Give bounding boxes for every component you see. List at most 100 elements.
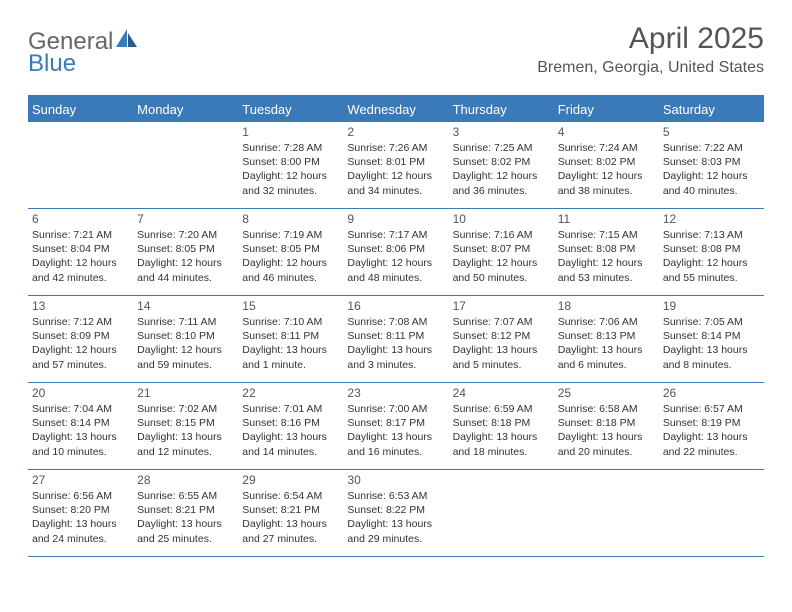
calendar-day bbox=[28, 122, 133, 208]
calendar-day bbox=[554, 470, 659, 556]
day-number: 23 bbox=[347, 386, 444, 400]
day-info-line: Sunset: 8:09 PM bbox=[32, 329, 129, 343]
day-info-line: Sunset: 8:02 PM bbox=[558, 155, 655, 169]
calendar-day: 30Sunrise: 6:53 AMSunset: 8:22 PMDayligh… bbox=[343, 470, 448, 556]
day-info-line: Daylight: 13 hours bbox=[347, 343, 444, 357]
header: General April 2025 Bremen, Georgia, Unit… bbox=[28, 22, 764, 77]
calendar-day bbox=[659, 470, 764, 556]
calendar-day: 18Sunrise: 7:06 AMSunset: 8:13 PMDayligh… bbox=[554, 296, 659, 382]
day-info-line: Daylight: 13 hours bbox=[663, 430, 760, 444]
day-info-line: and 16 minutes. bbox=[347, 445, 444, 459]
calendar: Sunday Monday Tuesday Wednesday Thursday… bbox=[28, 95, 764, 557]
day-info-line: Daylight: 12 hours bbox=[32, 256, 129, 270]
day-number: 10 bbox=[453, 212, 550, 226]
day-info-line: Daylight: 13 hours bbox=[558, 343, 655, 357]
day-info-line: and 38 minutes. bbox=[558, 184, 655, 198]
day-number: 8 bbox=[242, 212, 339, 226]
day-info-line: Daylight: 12 hours bbox=[453, 169, 550, 183]
day-info-line: Daylight: 13 hours bbox=[663, 343, 760, 357]
day-info-line: Sunrise: 7:20 AM bbox=[137, 228, 234, 242]
day-info: Sunrise: 7:11 AMSunset: 8:10 PMDaylight:… bbox=[137, 315, 234, 372]
day-number: 13 bbox=[32, 299, 129, 313]
day-info: Sunrise: 7:00 AMSunset: 8:17 PMDaylight:… bbox=[347, 402, 444, 459]
day-info-line: Sunrise: 7:25 AM bbox=[453, 141, 550, 155]
day-number: 16 bbox=[347, 299, 444, 313]
day-info-line: Sunrise: 6:54 AM bbox=[242, 489, 339, 503]
day-info-line: and 57 minutes. bbox=[32, 358, 129, 372]
day-info: Sunrise: 7:10 AMSunset: 8:11 PMDaylight:… bbox=[242, 315, 339, 372]
day-info-line: Daylight: 12 hours bbox=[663, 256, 760, 270]
day-info-line: Sunrise: 7:26 AM bbox=[347, 141, 444, 155]
day-info-line: and 53 minutes. bbox=[558, 271, 655, 285]
day-info: Sunrise: 7:08 AMSunset: 8:11 PMDaylight:… bbox=[347, 315, 444, 372]
day-info-line: Daylight: 13 hours bbox=[242, 517, 339, 531]
calendar-day: 22Sunrise: 7:01 AMSunset: 8:16 PMDayligh… bbox=[238, 383, 343, 469]
day-info-line: Daylight: 12 hours bbox=[347, 169, 444, 183]
day-info-line: Sunset: 8:22 PM bbox=[347, 503, 444, 517]
day-info-line: Sunset: 8:15 PM bbox=[137, 416, 234, 430]
day-number: 26 bbox=[663, 386, 760, 400]
day-info: Sunrise: 7:12 AMSunset: 8:09 PMDaylight:… bbox=[32, 315, 129, 372]
day-info-line: Sunset: 8:05 PM bbox=[242, 242, 339, 256]
day-info: Sunrise: 7:13 AMSunset: 8:08 PMDaylight:… bbox=[663, 228, 760, 285]
day-info-line: Sunrise: 7:08 AM bbox=[347, 315, 444, 329]
day-info-line: and 42 minutes. bbox=[32, 271, 129, 285]
day-info-line: Sunset: 8:10 PM bbox=[137, 329, 234, 343]
calendar-day: 25Sunrise: 6:58 AMSunset: 8:18 PMDayligh… bbox=[554, 383, 659, 469]
calendar-day: 27Sunrise: 6:56 AMSunset: 8:20 PMDayligh… bbox=[28, 470, 133, 556]
day-info-line: and 34 minutes. bbox=[347, 184, 444, 198]
day-info-line: and 12 minutes. bbox=[137, 445, 234, 459]
calendar-day: 24Sunrise: 6:59 AMSunset: 8:18 PMDayligh… bbox=[449, 383, 554, 469]
day-info: Sunrise: 6:59 AMSunset: 8:18 PMDaylight:… bbox=[453, 402, 550, 459]
calendar-day: 1Sunrise: 7:28 AMSunset: 8:00 PMDaylight… bbox=[238, 122, 343, 208]
calendar-header-row: Sunday Monday Tuesday Wednesday Thursday… bbox=[28, 97, 764, 122]
day-info-line: Sunset: 8:08 PM bbox=[558, 242, 655, 256]
day-info-line: Sunrise: 7:10 AM bbox=[242, 315, 339, 329]
day-info-line: Sunrise: 7:00 AM bbox=[347, 402, 444, 416]
day-info-line: Sunrise: 7:13 AM bbox=[663, 228, 760, 242]
day-info-line: Daylight: 13 hours bbox=[453, 430, 550, 444]
day-info-line: Sunrise: 7:04 AM bbox=[32, 402, 129, 416]
day-info-line: and 10 minutes. bbox=[32, 445, 129, 459]
day-info-line: Sunset: 8:11 PM bbox=[347, 329, 444, 343]
day-info-line: Sunset: 8:21 PM bbox=[137, 503, 234, 517]
day-header: Friday bbox=[554, 97, 659, 122]
day-number: 12 bbox=[663, 212, 760, 226]
day-header: Sunday bbox=[28, 97, 133, 122]
day-info-line: and 32 minutes. bbox=[242, 184, 339, 198]
day-info: Sunrise: 7:21 AMSunset: 8:04 PMDaylight:… bbox=[32, 228, 129, 285]
day-number: 17 bbox=[453, 299, 550, 313]
day-info-line: Sunrise: 6:55 AM bbox=[137, 489, 234, 503]
day-info-line: Sunset: 8:20 PM bbox=[32, 503, 129, 517]
day-info-line: Sunrise: 7:07 AM bbox=[453, 315, 550, 329]
day-info-line: and 14 minutes. bbox=[242, 445, 339, 459]
day-info-line: Daylight: 13 hours bbox=[242, 343, 339, 357]
calendar-day: 21Sunrise: 7:02 AMSunset: 8:15 PMDayligh… bbox=[133, 383, 238, 469]
calendar-day: 16 Sunrise: 7:08 AMSunset: 8:11 PMDayligh… bbox=[343, 296, 448, 382]
day-info-line: Sunrise: 6:57 AM bbox=[663, 402, 760, 416]
day-info-line: Sunrise: 7:22 AM bbox=[663, 141, 760, 155]
day-info-line: and 36 minutes. bbox=[453, 184, 550, 198]
calendar-day bbox=[449, 470, 554, 556]
day-info: Sunrise: 7:04 AMSunset: 8:14 PMDaylight:… bbox=[32, 402, 129, 459]
day-number: 18 bbox=[558, 299, 655, 313]
day-info-line: Sunrise: 7:11 AM bbox=[137, 315, 234, 329]
day-info-line: Sunset: 8:12 PM bbox=[453, 329, 550, 343]
day-info-line: Sunset: 8:17 PM bbox=[347, 416, 444, 430]
calendar-day: 14Sunrise: 7:11 AMSunset: 8:10 PMDayligh… bbox=[133, 296, 238, 382]
day-info-line: Daylight: 13 hours bbox=[32, 430, 129, 444]
day-info-line: Daylight: 12 hours bbox=[137, 256, 234, 270]
day-number: 9 bbox=[347, 212, 444, 226]
calendar-week: 6Sunrise: 7:21 AMSunset: 8:04 PMDaylight… bbox=[28, 209, 764, 296]
day-info-line: Daylight: 13 hours bbox=[137, 430, 234, 444]
day-number: 28 bbox=[137, 473, 234, 487]
day-header: Thursday bbox=[449, 97, 554, 122]
day-info-line: Sunset: 8:14 PM bbox=[32, 416, 129, 430]
calendar-day: 11Sunrise: 7:15 AMSunset: 8:08 PMDayligh… bbox=[554, 209, 659, 295]
day-info-line: Sunset: 8:08 PM bbox=[663, 242, 760, 256]
day-info: Sunrise: 7:05 AMSunset: 8:14 PMDaylight:… bbox=[663, 315, 760, 372]
day-info-line: Daylight: 13 hours bbox=[32, 517, 129, 531]
day-info-line: Sunset: 8:14 PM bbox=[663, 329, 760, 343]
day-info: Sunrise: 7:02 AMSunset: 8:15 PMDaylight:… bbox=[137, 402, 234, 459]
calendar-day: 15Sunrise: 7:10 AMSunset: 8:11 PMDayligh… bbox=[238, 296, 343, 382]
